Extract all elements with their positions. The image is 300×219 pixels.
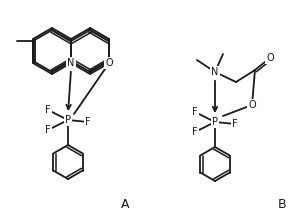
Text: O: O [105,58,113,68]
Text: O: O [266,53,274,63]
Text: P: P [212,117,218,127]
Text: F: F [192,107,198,117]
Text: F: F [45,125,51,135]
Text: N: N [68,58,75,68]
Text: N: N [211,67,219,77]
Text: P: P [65,115,71,125]
Text: A: A [121,198,129,212]
Text: O: O [248,100,256,110]
Text: F: F [85,117,91,127]
Text: B: B [278,198,286,212]
Text: F: F [45,105,51,115]
Text: F: F [192,127,198,137]
Text: F: F [232,119,238,129]
